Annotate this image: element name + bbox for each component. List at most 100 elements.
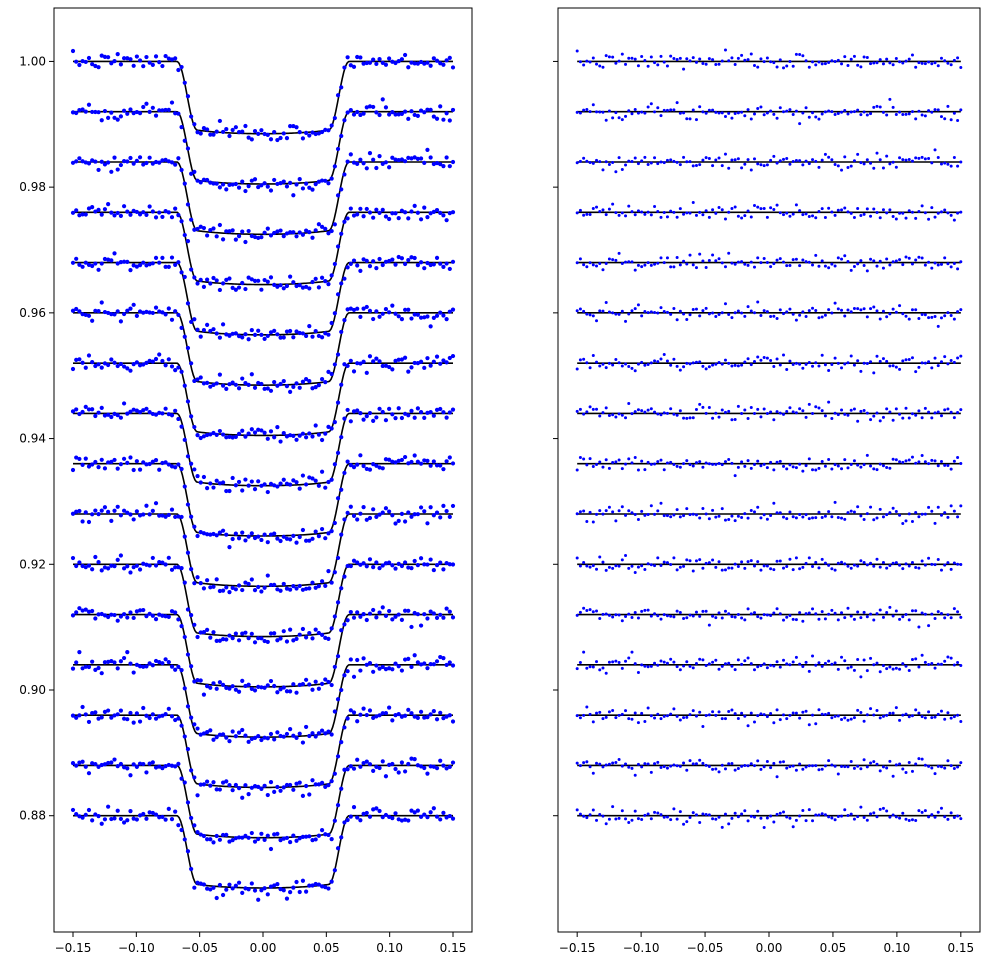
data-point: [198, 881, 203, 886]
data-point: [345, 510, 350, 515]
data-point: [240, 678, 245, 683]
data-point: [211, 584, 216, 589]
data-point: [428, 712, 433, 717]
data-point: [959, 160, 963, 164]
data-point: [956, 713, 960, 717]
data-point: [662, 714, 666, 718]
data-point: [326, 636, 331, 641]
data-point: [412, 155, 417, 160]
data-point: [785, 467, 789, 471]
data-point: [367, 264, 373, 269]
data-point: [431, 709, 436, 714]
data-point: [418, 359, 424, 364]
data-point: [752, 720, 756, 724]
data-point: [425, 521, 430, 526]
data-point: [364, 564, 369, 569]
data-point: [769, 712, 773, 715]
data-point: [112, 508, 117, 513]
data-point: [740, 216, 744, 220]
data-point: [714, 315, 718, 319]
data-point: [740, 363, 744, 367]
data-point: [377, 465, 382, 470]
data-point: [943, 616, 947, 620]
data-point: [817, 210, 821, 214]
data-point: [118, 114, 123, 119]
data-point: [182, 383, 187, 388]
data-point: [332, 570, 337, 575]
data-point: [685, 660, 689, 664]
data-point: [881, 357, 885, 361]
data-point: [96, 65, 101, 70]
data-point: [147, 155, 152, 160]
data-point: [888, 605, 892, 609]
data-point: [595, 567, 599, 571]
data-point: [772, 418, 776, 422]
data-point: [438, 560, 443, 565]
data-point: [930, 62, 934, 66]
data-point: [659, 114, 663, 118]
data-point: [662, 108, 666, 112]
data-point: [782, 353, 786, 357]
data-point: [86, 464, 92, 469]
data-point: [205, 532, 210, 537]
data-point: [849, 310, 853, 314]
data-point: [959, 504, 963, 508]
data-point: [198, 480, 203, 485]
data-point: [160, 358, 165, 364]
data-point: [396, 664, 401, 669]
data-point: [885, 713, 889, 717]
data-point: [736, 157, 740, 161]
data-point: [627, 509, 631, 513]
data-point: [339, 281, 344, 286]
data-point: [894, 310, 898, 314]
data-point: [236, 285, 242, 290]
data-point: [785, 64, 789, 68]
data-point: [946, 711, 950, 715]
data-point: [166, 357, 171, 362]
data-point: [752, 815, 756, 819]
data-point: [640, 159, 644, 163]
x-tick-label: −0.10: [118, 941, 155, 955]
data-point: [601, 362, 605, 366]
data-point: [959, 615, 963, 619]
data-point: [698, 314, 702, 318]
data-point: [380, 363, 385, 369]
data-point: [236, 386, 242, 391]
data-point: [304, 834, 309, 839]
data-point: [74, 110, 79, 116]
data-point: [959, 354, 963, 358]
data-point: [736, 214, 740, 218]
data-point: [444, 317, 449, 322]
data-point: [811, 158, 815, 162]
data-point: [811, 468, 815, 472]
data-point: [86, 55, 92, 61]
data-point: [144, 101, 149, 106]
data-point: [86, 353, 92, 358]
data-point: [227, 229, 232, 234]
data-point: [920, 810, 924, 814]
data-point: [936, 558, 940, 562]
data-point: [775, 317, 779, 321]
data-point: [447, 764, 452, 770]
data-point: [956, 814, 960, 818]
data-point: [169, 215, 175, 220]
data-point: [415, 660, 420, 665]
data-point: [141, 260, 146, 265]
data-point: [214, 478, 219, 483]
data-point: [361, 306, 366, 311]
data-point: [450, 259, 456, 264]
data-point: [335, 846, 341, 851]
data-point: [319, 728, 325, 733]
data-point: [620, 764, 624, 768]
data-point: [351, 160, 357, 165]
data-point: [685, 616, 689, 620]
data-point: [775, 511, 779, 515]
data-point: [163, 764, 168, 769]
data-point: [682, 212, 686, 216]
data-point: [134, 459, 139, 464]
data-point: [907, 112, 911, 116]
data-point: [371, 768, 376, 773]
data-point: [396, 770, 401, 775]
data-point: [166, 762, 171, 768]
data-point: [769, 60, 773, 64]
